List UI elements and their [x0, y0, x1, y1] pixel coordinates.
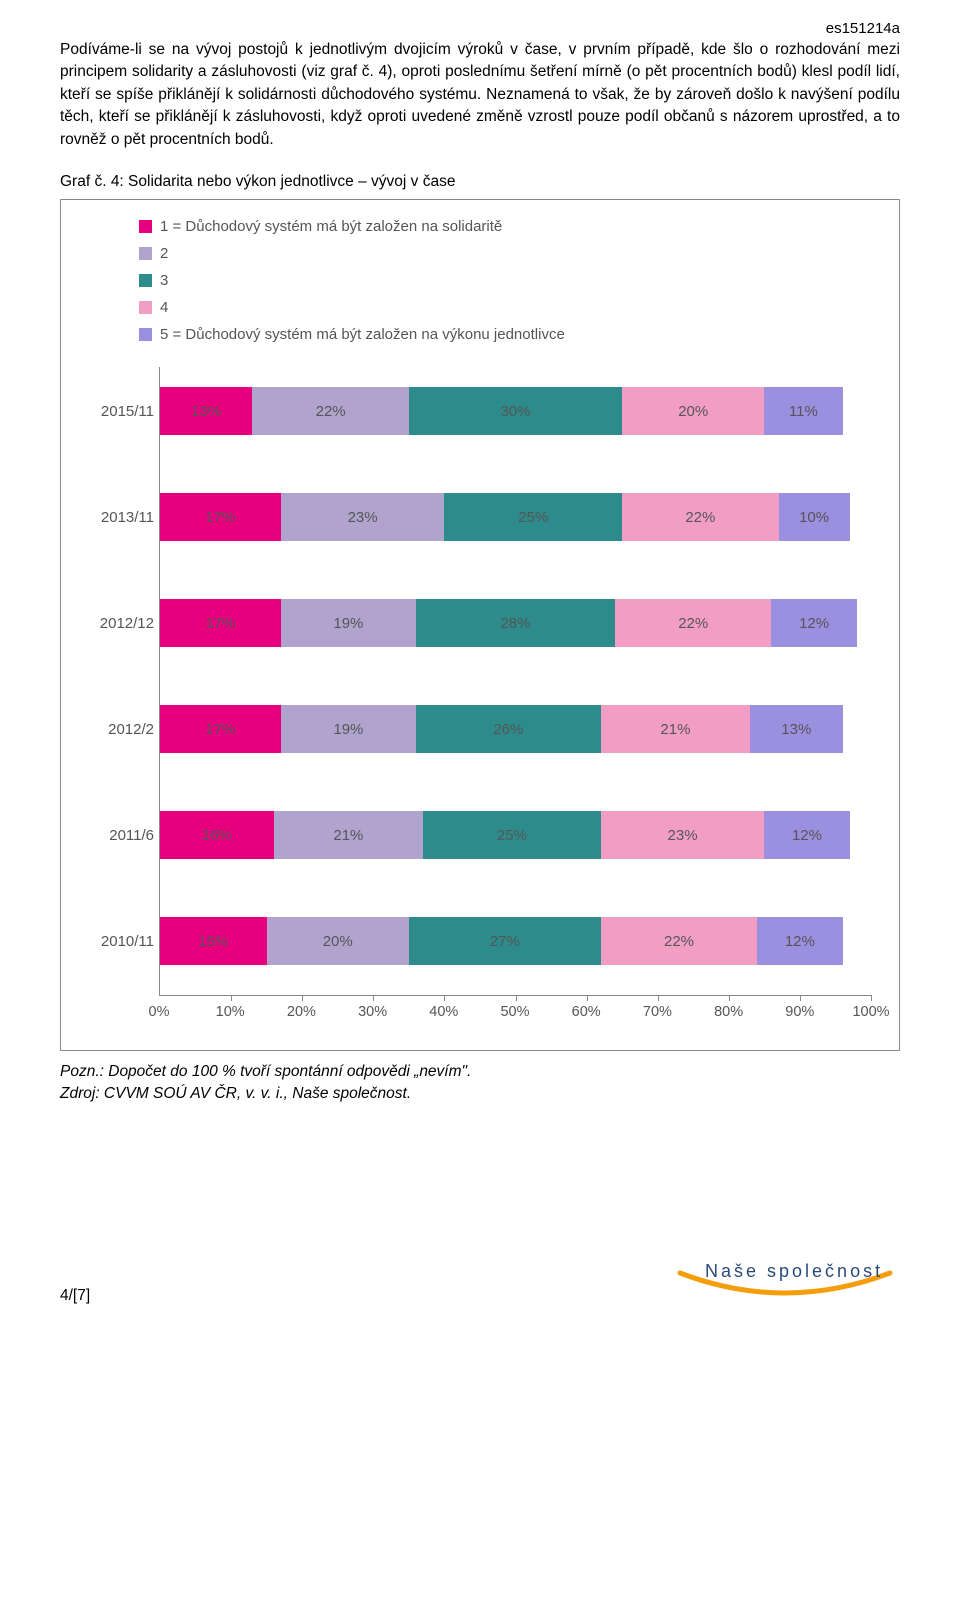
bar-segment: 10% — [779, 493, 850, 541]
x-axis-label: 100% — [852, 1004, 889, 1020]
x-axis-label: 90% — [785, 1004, 814, 1020]
bar-segment: 17% — [160, 705, 281, 753]
legend-label: 5 = Důchodový systém má být založen na v… — [160, 326, 565, 343]
x-axis-label: 50% — [500, 1004, 529, 1020]
legend-label: 4 — [160, 299, 168, 316]
bar-segment: 23% — [601, 811, 765, 859]
legend-swatch — [139, 220, 152, 233]
legend-label: 2 — [160, 245, 168, 262]
chart-x-axis: 0%10%20%30%40%50%60%70%80%90%100% — [159, 1004, 871, 1024]
category-label: 2012/12 — [80, 615, 154, 632]
bar-row: 2013/1117%23%25%22%10% — [160, 493, 871, 541]
bar-segment: 30% — [409, 387, 622, 435]
x-axis-label: 20% — [287, 1004, 316, 1020]
legend-item: 5 = Důchodový systém má být založen na v… — [139, 326, 881, 343]
bar-segment: 25% — [444, 493, 622, 541]
legend-swatch — [139, 274, 152, 287]
category-label: 2015/11 — [80, 403, 154, 420]
legend-item: 1 = Důchodový systém má být založen na s… — [139, 218, 881, 235]
category-label: 2013/11 — [80, 509, 154, 526]
bar-segment: 12% — [764, 811, 849, 859]
logo-text: Naše společnost — [705, 1261, 883, 1282]
bar-row: 2012/217%19%26%21%13% — [160, 705, 871, 753]
legend-label: 3 — [160, 272, 168, 289]
footnote-line-1: Pozn.: Dopočet do 100 % tvoří spontánní … — [60, 1063, 471, 1080]
bar-segment: 11% — [764, 387, 842, 435]
bar-segment: 13% — [750, 705, 842, 753]
page-number: 4/[7] — [60, 1287, 90, 1305]
bar-segment: 16% — [160, 811, 274, 859]
bar-segment: 21% — [601, 705, 750, 753]
bar-segment: 23% — [281, 493, 445, 541]
bar-segment: 22% — [622, 493, 778, 541]
x-tick-mark — [800, 995, 801, 1001]
x-axis-label: 70% — [643, 1004, 672, 1020]
bar-row: 2015/1113%22%30%20%11% — [160, 387, 871, 435]
x-tick-mark — [871, 995, 872, 1001]
legend-swatch — [139, 328, 152, 341]
bar-segment: 21% — [274, 811, 423, 859]
bar-segment: 15% — [160, 917, 267, 965]
x-tick-mark — [231, 995, 232, 1001]
logo: Naše společnost — [670, 1255, 900, 1305]
bar-segment: 22% — [252, 387, 408, 435]
x-tick-mark — [444, 995, 445, 1001]
chart-legend: 1 = Důchodový systém má být založen na s… — [139, 218, 881, 343]
x-axis-label: 10% — [216, 1004, 245, 1020]
x-axis-label: 80% — [714, 1004, 743, 1020]
bar-segment: 20% — [622, 387, 764, 435]
x-tick-mark — [729, 995, 730, 1001]
bar-segment: 17% — [160, 493, 281, 541]
bar-segment: 25% — [423, 811, 601, 859]
body-paragraph: Podíváme-li se na vývoj postojů k jednot… — [60, 39, 900, 151]
x-axis-label: 0% — [149, 1004, 170, 1020]
chart-footnote: Pozn.: Dopočet do 100 % tvoří spontánní … — [60, 1061, 900, 1104]
x-tick-mark — [516, 995, 517, 1001]
bar-segment: 20% — [267, 917, 409, 965]
bar-row: 2011/616%21%25%23%12% — [160, 811, 871, 859]
bar-segment: 12% — [757, 917, 842, 965]
footnote-line-2: Zdroj: CVVM SOÚ AV ČR, v. v. i., Naše sp… — [60, 1085, 411, 1102]
legend-item: 2 — [139, 245, 881, 262]
x-axis-label: 30% — [358, 1004, 387, 1020]
doc-code: es151214a — [60, 20, 900, 37]
bar-row: 2012/1217%19%28%22%12% — [160, 599, 871, 647]
x-axis-label: 60% — [572, 1004, 601, 1020]
chart-plot-area: 2015/1113%22%30%20%11% 2013/1117%23%25%22… — [159, 367, 871, 996]
legend-label: 1 = Důchodový systém má být založen na s… — [160, 218, 502, 235]
x-tick-mark — [302, 995, 303, 1001]
bar-segment: 19% — [281, 599, 416, 647]
chart-container: 1 = Důchodový systém má být založen na s… — [60, 199, 900, 1051]
x-axis-label: 40% — [429, 1004, 458, 1020]
bar-segment: 26% — [416, 705, 601, 753]
bar-segment: 27% — [409, 917, 601, 965]
x-tick-mark — [587, 995, 588, 1001]
x-tick-mark — [373, 995, 374, 1001]
legend-swatch — [139, 247, 152, 260]
chart-title: Graf č. 4: Solidarita nebo výkon jednotl… — [60, 173, 900, 191]
bar-segment: 28% — [416, 599, 615, 647]
bar-segment: 17% — [160, 599, 281, 647]
bar-segment: 22% — [615, 599, 771, 647]
bar-segment: 13% — [160, 387, 252, 435]
bar-segment: 22% — [601, 917, 757, 965]
legend-item: 4 — [139, 299, 881, 316]
legend-swatch — [139, 301, 152, 314]
category-label: 2012/2 — [80, 721, 154, 738]
x-tick-mark — [658, 995, 659, 1001]
category-label: 2011/6 — [80, 827, 154, 844]
bar-segment: 12% — [771, 599, 856, 647]
page-footer: 4/[7] Naše společnost — [60, 1255, 900, 1305]
category-label: 2010/11 — [80, 933, 154, 950]
bar-row: 2010/1115%20%27%22%12% — [160, 917, 871, 965]
legend-item: 3 — [139, 272, 881, 289]
bar-segment: 19% — [281, 705, 416, 753]
